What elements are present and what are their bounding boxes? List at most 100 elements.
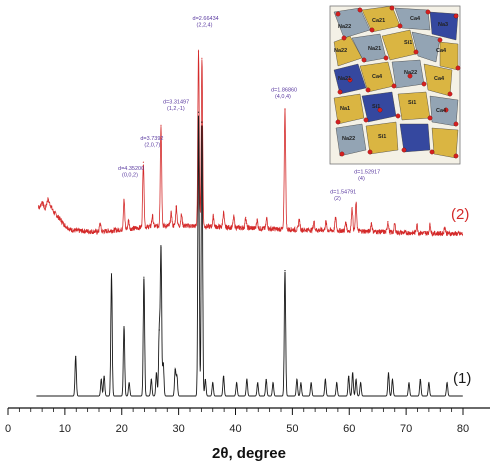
peak-point (75, 355, 77, 357)
x-tick-label: 80 (457, 423, 469, 435)
polyhedron (365, 121, 399, 155)
peak-point (245, 216, 247, 218)
peak-point (160, 246, 162, 249)
series-line-1 (36, 115, 463, 397)
peak-point (348, 375, 350, 377)
peak-point (335, 217, 337, 219)
peak-point (296, 378, 298, 381)
x-tick-label: 70 (400, 423, 412, 435)
atom-marker (443, 107, 449, 113)
peak-d-label: d=1.86860 (271, 88, 297, 94)
peak-point (313, 221, 315, 223)
peak-point (387, 372, 390, 374)
peak-point (174, 369, 176, 371)
peak-point (212, 215, 214, 217)
atom-marker (337, 89, 343, 95)
x-tick-label: 30 (173, 423, 185, 435)
inset-atom-label: Ca4 (410, 16, 421, 22)
polyhedron (411, 31, 441, 63)
series-line-2 (38, 49, 464, 237)
peak-d-label: d=1.54791 (330, 190, 356, 196)
peak-point (444, 226, 446, 228)
peak-point (284, 109, 286, 111)
polyhedron (333, 93, 365, 125)
peak-d-label: d=3.7392 (140, 136, 163, 142)
peak-point (370, 222, 372, 224)
x-tick-label: 50 (286, 423, 298, 435)
peak-point (212, 382, 214, 384)
polyhedron (431, 127, 459, 159)
inset-atom-label: Si1 (404, 40, 412, 46)
x-axis: 0 10 20 30 40 50 60 70 80 2θ, degree (5, 407, 490, 462)
peak-point (236, 382, 238, 384)
atom-marker (401, 147, 407, 153)
x-tick-label: 0 (5, 423, 11, 435)
peak-point (162, 362, 164, 364)
polyhedron (399, 123, 431, 153)
polyhedron (335, 123, 367, 157)
peak-hkl-label: (4,0,4) (275, 94, 291, 100)
x-axis-title: 2θ, degree (212, 445, 286, 462)
atom-marker (395, 113, 401, 119)
inset-atom-label: Na3 (438, 22, 448, 28)
peak-point (246, 378, 248, 381)
atom-marker (389, 5, 395, 11)
peak-point (158, 329, 160, 331)
peak-point (446, 382, 448, 384)
inset-atom-label: Ca4 (372, 74, 383, 80)
peak-point (170, 212, 172, 214)
peak-point (110, 273, 113, 275)
peak-d-label: d=4.35200 (118, 166, 144, 172)
atom-marker (391, 83, 397, 89)
peak-point (394, 223, 396, 225)
peak-point (99, 222, 101, 224)
atom-marker (347, 77, 353, 83)
series-label-2: (2) (451, 206, 469, 223)
peak-point (355, 378, 357, 381)
atom-marker (455, 65, 461, 71)
atom-marker (335, 119, 341, 125)
atom-marker (363, 117, 369, 123)
atom-marker (427, 115, 433, 121)
atom-marker (425, 9, 431, 15)
peak-point (197, 51, 200, 53)
peak-point (324, 378, 326, 381)
peak-point (284, 270, 286, 272)
peak-hkl-label: (2) (334, 196, 341, 202)
polyhedron (397, 91, 431, 121)
peak-point (310, 382, 312, 384)
polyhedron (394, 7, 431, 31)
atom-marker (447, 91, 453, 97)
peak-point (391, 378, 394, 381)
peak-point (233, 216, 235, 218)
atom-marker (429, 149, 435, 155)
peak-d-label: d=3.31497 (163, 99, 189, 105)
peak-point (175, 206, 177, 208)
series-label-1: (1) (453, 370, 471, 387)
peak-point (150, 378, 152, 381)
peak-point (408, 382, 410, 384)
atom-marker (357, 7, 363, 13)
peak-hkl-label: (4) (358, 176, 365, 182)
atom-marker (383, 55, 389, 61)
peak-point (223, 375, 225, 377)
peak-hkl-label: (1,2,-1) (167, 106, 185, 112)
atom-marker (369, 27, 375, 33)
peak-point (103, 375, 105, 377)
x-tick-label: 40 (229, 423, 241, 435)
atom-marker (339, 151, 345, 157)
atom-marker (335, 11, 341, 17)
atom-marker (397, 23, 403, 29)
atom-marker (453, 121, 459, 127)
peak-point (272, 382, 274, 384)
peak-point (325, 221, 327, 223)
peak-point (352, 372, 354, 374)
peak-point (142, 161, 144, 163)
peak-point (355, 203, 357, 205)
peak-hkl-label: (2,0,7) (144, 143, 160, 149)
peak-hkl-label: (2,2,4) (197, 22, 213, 28)
peak-point (143, 276, 145, 278)
inset-atom-label: Ca4 (436, 108, 447, 114)
inset-atom-label: Na21 (368, 46, 381, 52)
peak-point (197, 111, 200, 113)
